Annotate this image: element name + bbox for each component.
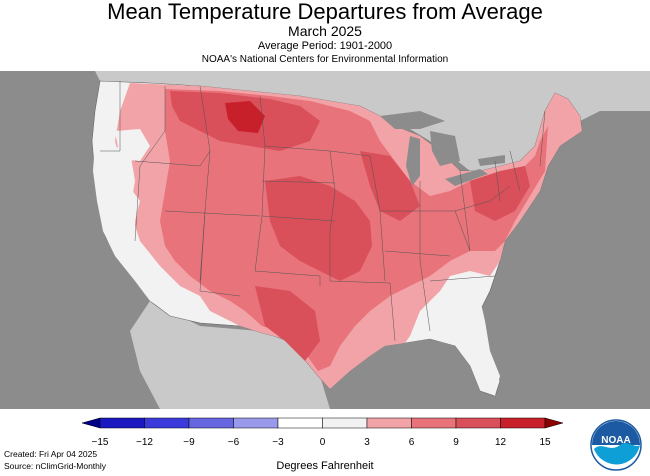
legend-tick-label: 6 [409, 437, 415, 448]
data-source: Source: nClimGrid-Monthly [4, 461, 107, 471]
warm-9-12-texas [255, 286, 320, 361]
legend-swatch [411, 417, 457, 429]
legend-arrow-high [544, 417, 564, 429]
color-legend: −15 −12 −9 −6 −3 0 3 6 9 12 15 [0, 413, 650, 453]
warm-9-12-midwest [360, 151, 420, 221]
legend-swatch [500, 417, 546, 429]
legend-tick-label: 12 [495, 437, 507, 448]
lake-ontario [478, 155, 505, 166]
legend-units: Degrees Fahrenheit [276, 460, 374, 472]
legend-tick-label: 3 [364, 437, 370, 448]
organization-name: NOAA's National Centers for Environmenta… [201, 54, 449, 65]
lake-huron [430, 131, 460, 166]
legend-tick-label: −15 [92, 437, 109, 448]
legend-swatch [144, 417, 190, 429]
legend-arrow-low [81, 417, 101, 429]
legend-swatch [366, 417, 412, 429]
warm-12-15-montana [225, 101, 265, 133]
legend-tick-label: −3 [272, 437, 284, 448]
legend-swatch [188, 417, 234, 429]
map-subtitle: March 2025 [288, 23, 362, 39]
lake-superior [380, 111, 445, 129]
legend-tick-label: −6 [228, 437, 240, 448]
legend-tick-label: −9 [183, 437, 195, 448]
gulf-of-mexico [330, 339, 480, 409]
noaa-logo-text: NOAA [601, 435, 630, 446]
state-boundaries [100, 81, 546, 342]
near-normal-southeast [430, 296, 500, 396]
legend-tick-label: −12 [136, 437, 153, 448]
legend-swatch [277, 417, 323, 429]
warm-9-12-central [265, 176, 372, 281]
temperature-map [0, 71, 650, 409]
near-normal-nw-patch [115, 129, 150, 161]
legend-swatch [455, 417, 501, 429]
legend-swatch [322, 417, 368, 429]
mexico-land [130, 301, 330, 409]
lake-erie [445, 169, 488, 186]
legend-tick-label: 0 [320, 437, 326, 448]
near-normal-california [93, 141, 200, 321]
map-title: Mean Temperature Departures from Average [107, 0, 543, 24]
noaa-logo-icon: NOAA [590, 419, 642, 471]
legend-swatch [233, 417, 279, 429]
legend-tick-label: 15 [539, 437, 551, 448]
canada-land [95, 71, 650, 176]
legend-tick-label: 9 [453, 437, 459, 448]
lake-michigan [406, 136, 420, 186]
average-period: Average Period: 1901-2000 [257, 40, 393, 52]
created-date: Created: Fri Apr 04 2025 [4, 449, 98, 459]
legend-swatch [99, 417, 145, 429]
legend-svg: −15 −12 −9 −6 −3 0 3 6 9 12 15 [81, 417, 564, 448]
us-map-svg [91, 71, 650, 409]
